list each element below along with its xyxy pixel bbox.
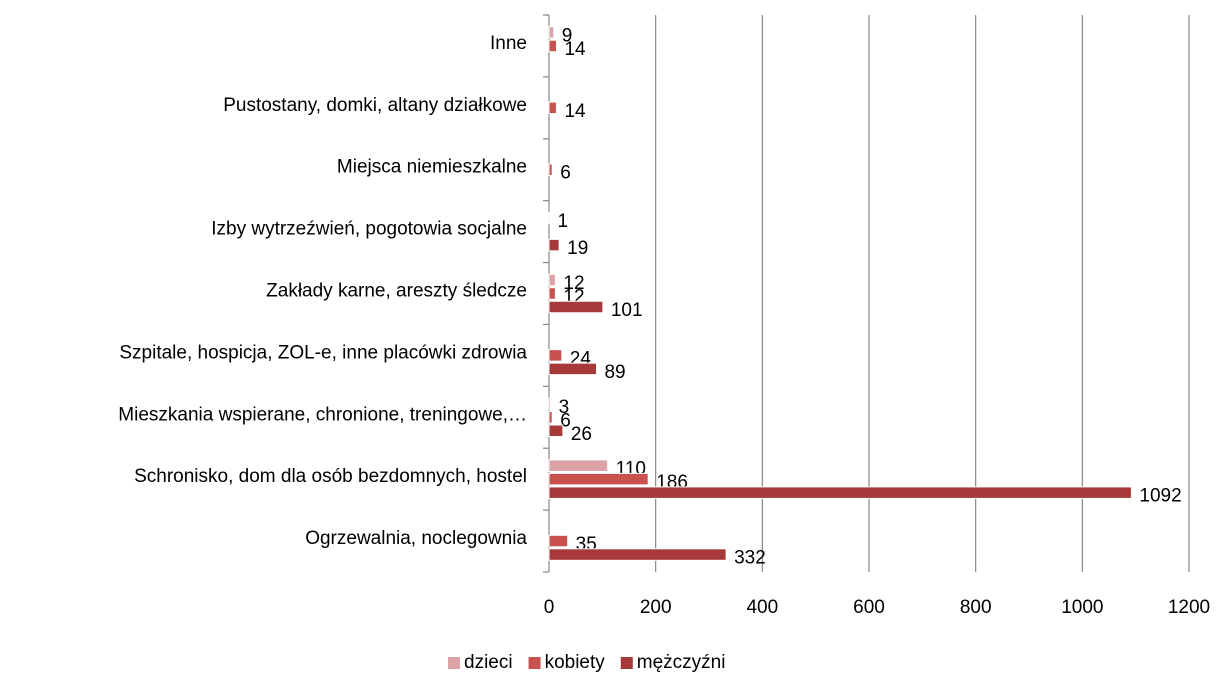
data-label: 1092 — [1139, 486, 1181, 507]
bar — [548, 548, 727, 561]
bar — [548, 26, 555, 39]
y-tick-label: Pustostany, domki, altany działkowe — [223, 95, 527, 116]
data-label: 6 — [560, 410, 571, 431]
bar — [548, 472, 649, 486]
x-tick-label: 200 — [640, 597, 672, 618]
bar — [548, 238, 560, 252]
y-tick-label: Ogrzewalnia, noclegownia — [305, 528, 527, 549]
data-label: 26 — [571, 424, 592, 445]
legend-swatch — [620, 657, 633, 669]
bar — [548, 424, 564, 438]
bar — [548, 459, 609, 472]
bar — [548, 39, 557, 53]
legend-swatch — [528, 657, 541, 669]
bar — [548, 163, 553, 176]
x-tick-label: 800 — [960, 597, 992, 618]
bar — [548, 300, 604, 314]
data-label: 332 — [734, 548, 766, 569]
bar — [548, 349, 563, 362]
bar — [548, 273, 556, 287]
data-label: 101 — [611, 300, 643, 321]
bar — [548, 287, 556, 300]
data-label: 19 — [567, 238, 588, 259]
data-label: 1 — [558, 211, 569, 232]
bar — [548, 486, 1132, 499]
x-tick-label: 1200 — [1168, 597, 1210, 618]
data-label: 14 — [564, 39, 586, 60]
x-tick-label: 0 — [544, 597, 555, 618]
bar — [548, 397, 552, 411]
y-tick-label: Schronisko, dom dla osób bezdomnych, hos… — [134, 466, 527, 487]
data-label: 89 — [604, 362, 625, 383]
legend-label: dzieci — [464, 652, 513, 673]
data-label: 3 — [559, 397, 570, 418]
data-label: 6 — [560, 163, 571, 184]
x-tick-label: 400 — [746, 597, 778, 618]
legend-swatch — [448, 657, 460, 669]
y-tick-label: Zakłady karne, areszty śledcze — [266, 281, 527, 302]
bar — [548, 211, 551, 225]
data-label: 14 — [564, 101, 586, 122]
data-label: 12 — [563, 273, 584, 294]
bar — [548, 534, 569, 548]
x-tick-label: 1000 — [1061, 597, 1103, 618]
legend-label: kobiety — [545, 652, 606, 673]
y-tick-label: Izby wytrzeźwień, pogotowia socjalne — [211, 219, 527, 240]
y-tick-label: Szpitale, hospicja, ZOL-e, inne placówki… — [119, 342, 527, 363]
bar — [548, 362, 597, 376]
x-tick-label: 600 — [853, 597, 885, 618]
y-tick-label: Miejsca niemieszkalne — [337, 157, 527, 178]
data-label: 9 — [562, 25, 573, 46]
y-tick-label: Mieszkania wspierane, chronione, trening… — [118, 404, 527, 425]
y-tick-label: Inne — [490, 33, 527, 54]
bar — [548, 411, 553, 424]
bar — [548, 101, 557, 115]
legend-label: mężczyźni — [637, 652, 726, 673]
